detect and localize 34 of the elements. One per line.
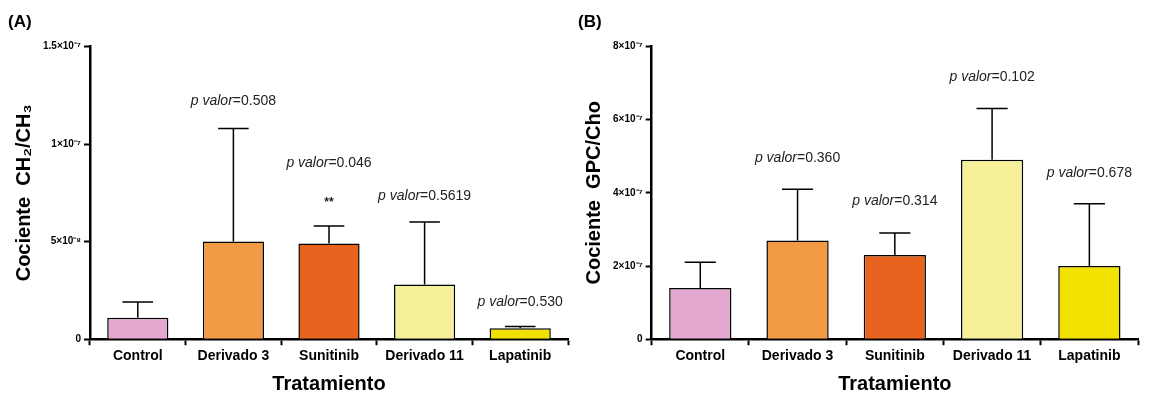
x-tick-label: Control — [112, 347, 163, 364]
x-tick-label: Control — [675, 347, 726, 364]
annotation: p valor=0.102 — [948, 68, 1035, 85]
annotation: p valor=0.508 — [189, 92, 277, 109]
y-tick-label: 6×10⁻⁷ — [612, 113, 643, 125]
x-tick-label: Lapatinib — [1058, 347, 1121, 364]
annotation: ** — [324, 194, 334, 209]
x-tick-label: Sunitinib — [864, 347, 925, 364]
x-tick-label: Sunitinib — [299, 347, 359, 364]
y-tick-label: 1.5×10⁻⁷ — [42, 40, 81, 52]
y-tick-label: 5×10⁻⁸ — [50, 235, 82, 247]
y-tick-label: 0 — [75, 332, 82, 344]
y-tick-label: 4×10⁻⁷ — [612, 186, 643, 198]
y-axis-title: Cociente CH₂/CH₃ — [11, 104, 34, 282]
x-tick-label: Derivado 11 — [952, 347, 1032, 364]
x-tick-label: Lapatinib — [489, 347, 552, 364]
annotation: p valor=0.678 — [1045, 163, 1133, 180]
y-axis-title: Cociente GPC/Cho — [581, 101, 604, 285]
annotation: p valor=0.360 — [753, 148, 841, 165]
annotation: p valor=0.046 — [285, 154, 372, 171]
y-tick-label: 1×10⁻⁷ — [51, 137, 81, 149]
y-tick-label: 2×10⁻⁷ — [612, 259, 643, 271]
x-tick-label: Derivado 3 — [197, 347, 270, 364]
x-tick-label: Derivado 11 — [385, 347, 465, 364]
x-tick-label: Derivado 3 — [761, 347, 834, 364]
x-axis-title: Tratamiento — [272, 371, 386, 394]
annotation: p valor=0.314 — [851, 192, 938, 209]
chart-title: (A) — [8, 11, 32, 31]
y-tick-label: 0 — [637, 332, 644, 344]
annotation: p valor=0.530 — [476, 292, 564, 309]
annotation: p valor=0.5619 — [377, 186, 472, 203]
x-axis-title: Tratamiento — [838, 371, 952, 394]
chart-title: (B) — [578, 11, 602, 31]
y-tick-label: 8×10⁻⁷ — [612, 40, 643, 52]
